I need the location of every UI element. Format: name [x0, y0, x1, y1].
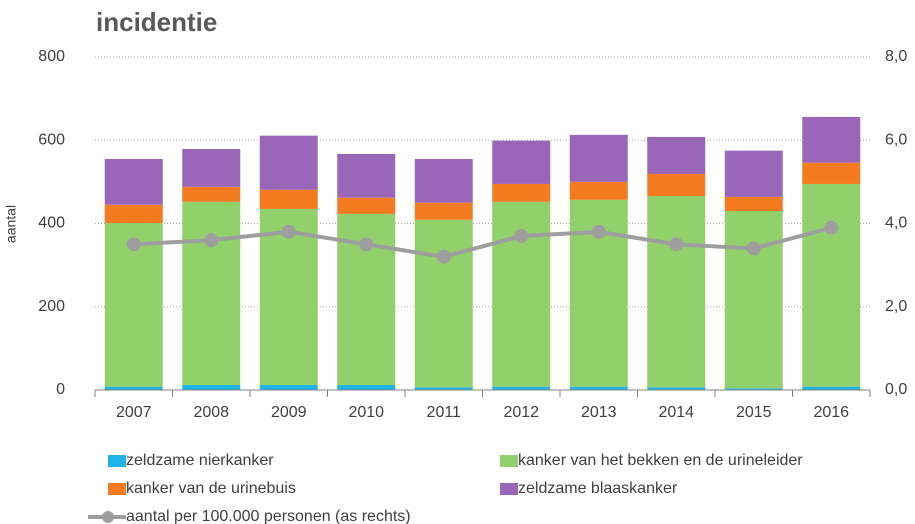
bar-segment — [492, 183, 551, 202]
line-marker — [746, 241, 761, 256]
chart-title: incidentie — [96, 7, 217, 37]
line-marker — [824, 220, 839, 235]
line-marker — [204, 233, 219, 248]
bar-segment — [182, 385, 241, 390]
bar-segment — [647, 387, 706, 390]
bar-segment — [569, 134, 628, 182]
bar-segment — [802, 386, 861, 390]
bar-segment — [259, 189, 318, 209]
bar-segment — [337, 153, 396, 198]
bar-segment — [724, 388, 783, 390]
legend-swatch — [500, 483, 518, 495]
bar-segment — [337, 197, 396, 214]
y-tick-label: 600 — [38, 131, 65, 148]
bar-segment — [492, 140, 551, 184]
bar-segment — [647, 196, 706, 388]
bar-segment — [182, 201, 241, 386]
bar-segment — [414, 387, 473, 390]
bar-segment — [802, 162, 861, 184]
bar-segment — [104, 386, 163, 390]
bar-segment — [259, 135, 318, 190]
legend-swatch — [108, 483, 126, 495]
line-marker — [126, 237, 141, 252]
x-tick-label: 2015 — [736, 404, 772, 421]
bar-segment — [647, 136, 706, 174]
bar-segment — [802, 183, 861, 387]
line-marker — [514, 228, 529, 243]
y2-tick-label: 0,0 — [885, 381, 907, 398]
bar-segment — [492, 386, 551, 390]
bar-segment — [104, 158, 163, 205]
legend-label: zeldzame nierkanker — [126, 452, 274, 469]
x-tick-label: 2010 — [348, 404, 384, 421]
y-tick-label: 800 — [38, 48, 65, 65]
x-tick-label: 2011 — [427, 404, 462, 421]
bar-segment — [724, 150, 783, 197]
bar-segment — [724, 196, 783, 212]
legend-label: zeldzame blaaskanker — [518, 480, 678, 497]
bar-segment — [104, 204, 163, 224]
line-marker — [281, 224, 296, 239]
y2-tick-label: 6,0 — [885, 131, 907, 148]
bar-segment — [414, 202, 473, 220]
y-tick-label: 0 — [56, 381, 65, 398]
y2-tick-label: 2,0 — [885, 298, 907, 315]
y2-tick-label: 8,0 — [885, 48, 907, 65]
x-tick-label: 2013 — [581, 404, 617, 421]
bar-segment — [647, 173, 706, 197]
legend-swatch — [500, 455, 518, 467]
bar-segment — [569, 386, 628, 390]
bar-segment — [414, 158, 473, 203]
legend-label: kanker van het bekken en de urineleider — [518, 452, 803, 469]
bar-segment — [569, 181, 628, 200]
bar-segment — [802, 116, 861, 163]
bar-segment — [182, 148, 241, 187]
line-marker — [436, 249, 451, 264]
line-marker — [669, 237, 684, 252]
x-tick-label: 2012 — [503, 404, 539, 421]
y2-tick-label: 4,0 — [885, 215, 907, 232]
bar-segment — [414, 219, 473, 388]
bar-segment — [259, 385, 318, 390]
bar-segment — [724, 211, 783, 389]
y-axis-label: aantal — [3, 205, 19, 243]
y-tick-label: 200 — [38, 298, 65, 315]
line-marker — [359, 237, 374, 252]
x-tick-label: 2009 — [271, 404, 307, 421]
legend-label: kanker van de urinebuis — [126, 480, 296, 497]
legend-swatch — [102, 511, 114, 523]
bar-segment — [182, 186, 241, 202]
legend-swatch — [108, 455, 126, 467]
line-series — [133, 225, 832, 259]
bar-segment — [337, 385, 396, 390]
x-tick-label: 2007 — [116, 404, 152, 421]
legend-label: aantal per 100.000 personen (as rechts) — [126, 508, 411, 524]
x-tick-label: 2008 — [193, 404, 229, 421]
y-tick-label: 400 — [38, 215, 65, 232]
line-marker — [591, 224, 606, 239]
x-tick-label: 2016 — [813, 404, 849, 421]
x-tick-label: 2014 — [658, 404, 694, 421]
